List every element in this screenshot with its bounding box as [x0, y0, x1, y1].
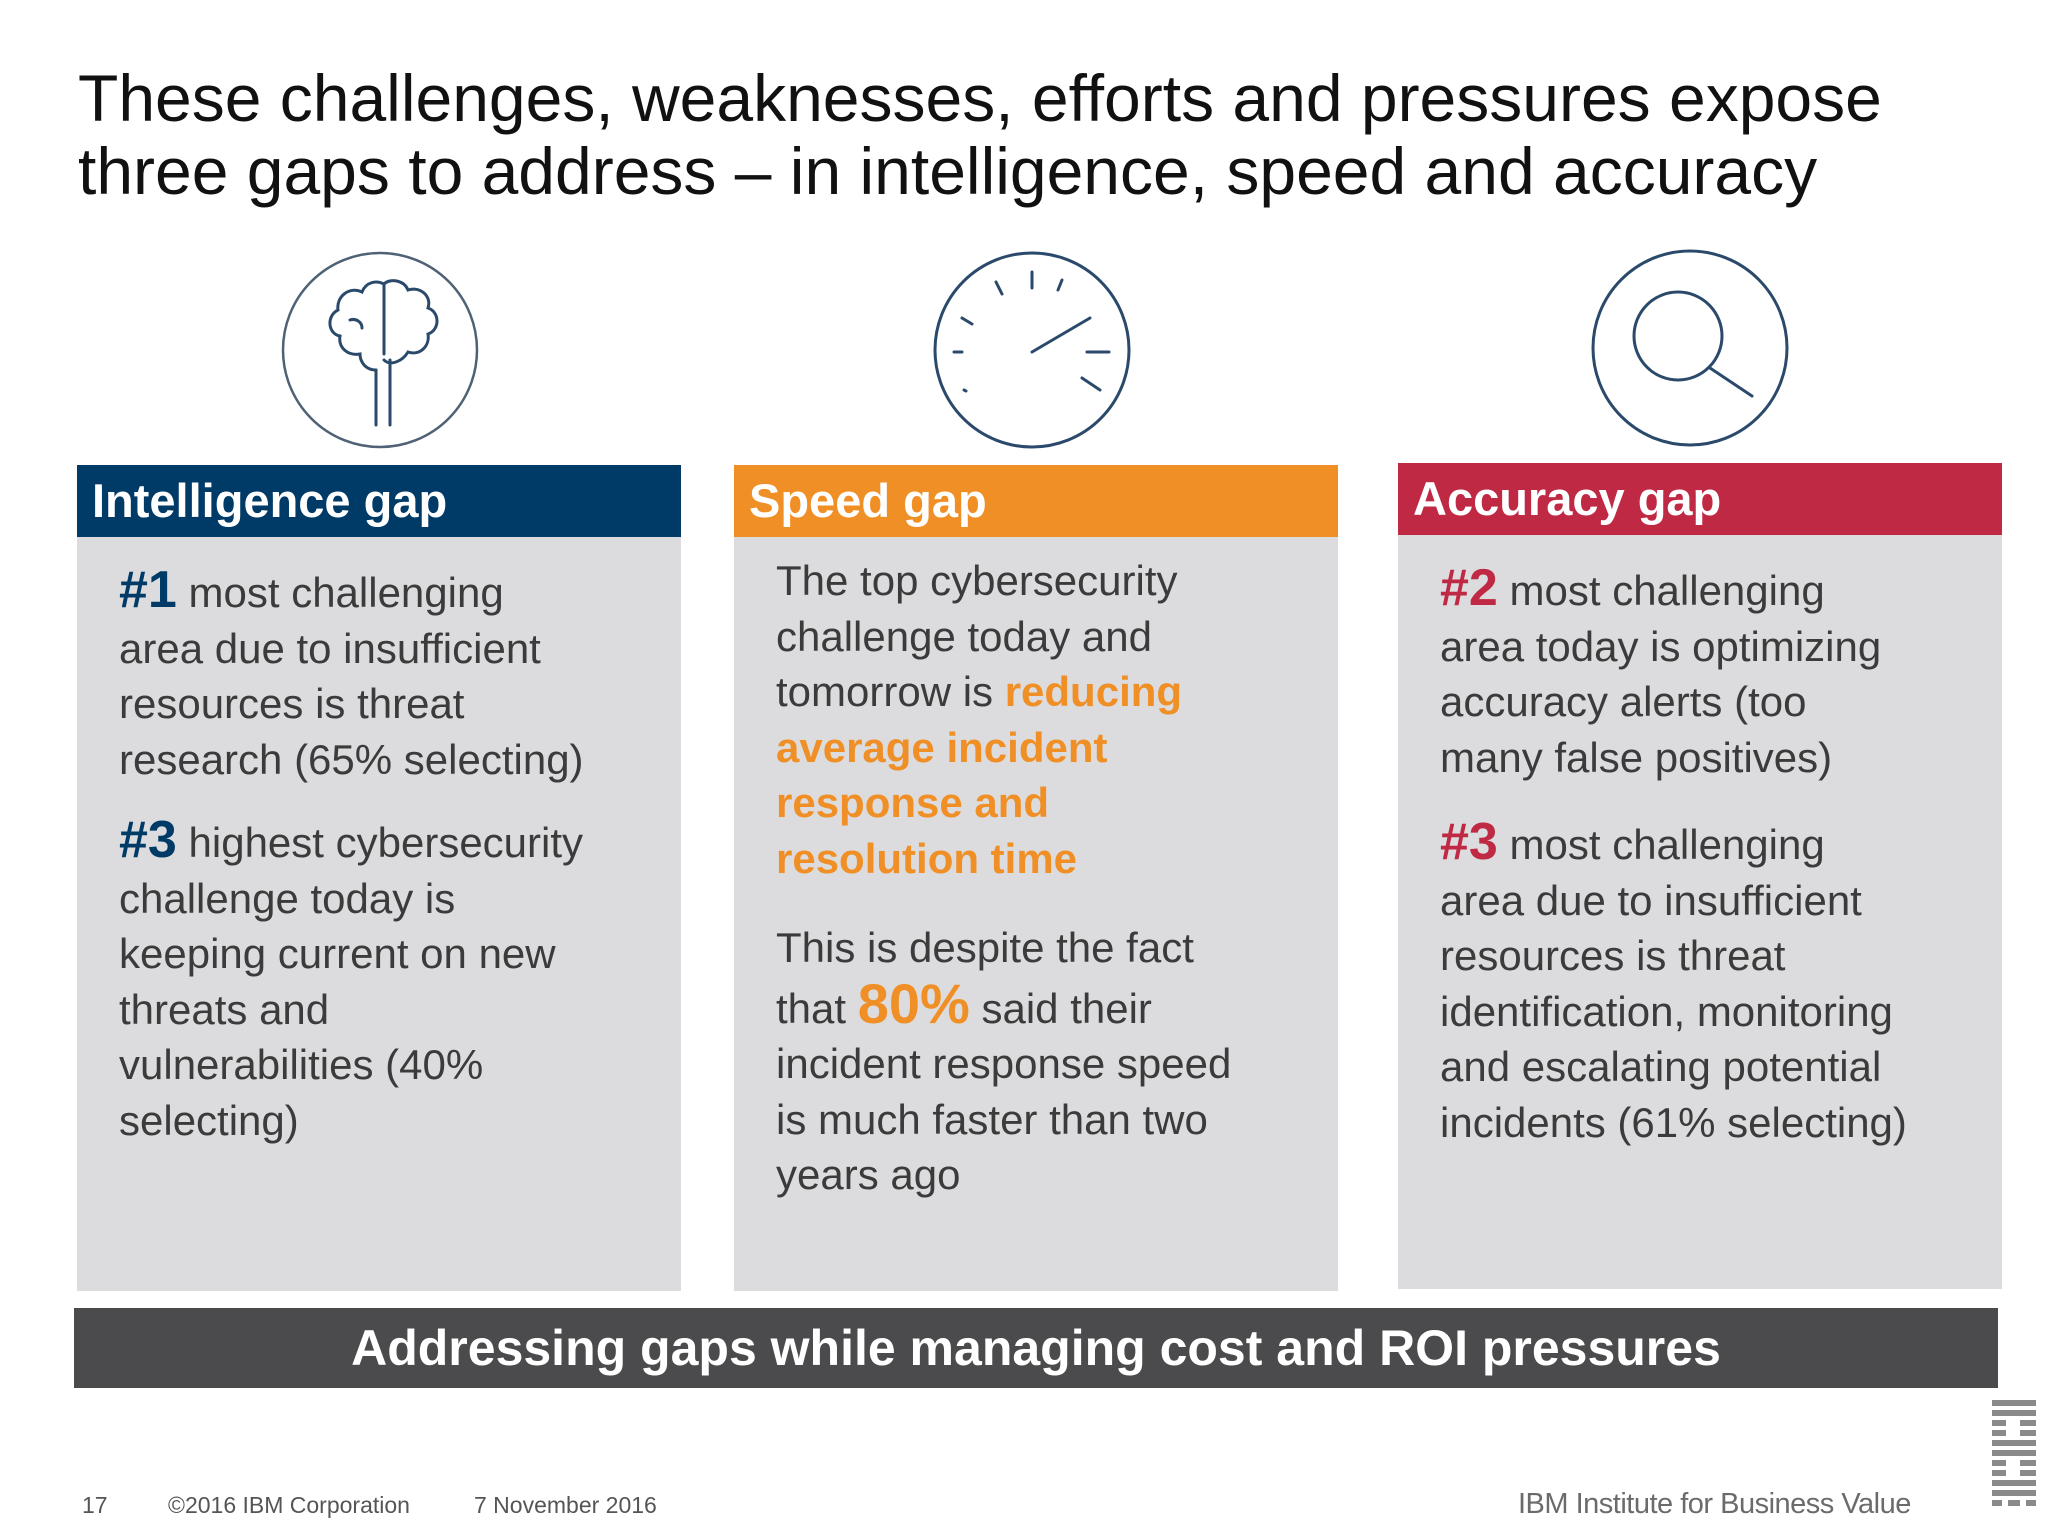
speedometer-icon	[932, 250, 1132, 450]
rank-badge: #3	[1440, 813, 1498, 871]
slide-date: 7 November 2016	[474, 1492, 657, 1518]
intelligence-gap-panel: Intelligence gap #1 most challenging are…	[77, 465, 681, 1291]
rank-badge: #1	[119, 561, 177, 619]
copyright: ©2016 IBM Corporation	[168, 1492, 410, 1518]
slide-title: These challenges, weaknesses, efforts an…	[78, 62, 1978, 208]
accuracy-gap-body: #2 most challenging area today is optimi…	[1398, 535, 2002, 1150]
accuracy-gap-header: Accuracy gap	[1398, 463, 2002, 535]
page-number: 17	[82, 1492, 108, 1518]
magnifier-icon	[1590, 248, 1790, 448]
speed-gap-header: Speed gap	[734, 465, 1338, 537]
intelligence-gap-header: Intelligence gap	[77, 465, 681, 537]
speed-point-2: This is despite the fact that 80% said t…	[776, 924, 1232, 1198]
speed-point-1: The top cybersecurity challenge today an…	[776, 557, 1183, 882]
accuracy-gap-panel: Accuracy gap #2 most challenging area to…	[1398, 463, 2002, 1289]
accuracy-point-1: #2 most challenging area today is optimi…	[1440, 559, 1882, 781]
speed-gap-body: The top cybersecurity challenge today an…	[734, 537, 1338, 1203]
ibm-logo-icon	[1990, 1398, 2038, 1514]
rank-badge: #3	[119, 811, 177, 869]
accuracy-point-2: #3 most challenging area due to insuffic…	[1440, 813, 1907, 1146]
brain-icon	[280, 250, 480, 450]
intelligence-point-1: #1 most challenging area due to insuffic…	[119, 561, 584, 783]
title-line-1: These challenges, weaknesses, efforts an…	[78, 61, 1882, 135]
title-line-2: three gaps to address – in intelligence,…	[78, 134, 1818, 208]
rank-badge: #2	[1440, 559, 1498, 617]
speed-gap-panel: Speed gap The top cybersecurity challeng…	[734, 465, 1338, 1291]
intelligence-point-2: #3 highest cybersecurity challenge today…	[119, 811, 584, 1144]
intelligence-gap-body: #1 most challenging area due to insuffic…	[77, 537, 681, 1148]
highlight-percentage: 80%	[857, 971, 970, 1035]
bottom-banner: Addressing gaps while managing cost and …	[74, 1308, 1998, 1388]
brand-text: IBM Institute for Business Value	[1518, 1488, 1911, 1520]
